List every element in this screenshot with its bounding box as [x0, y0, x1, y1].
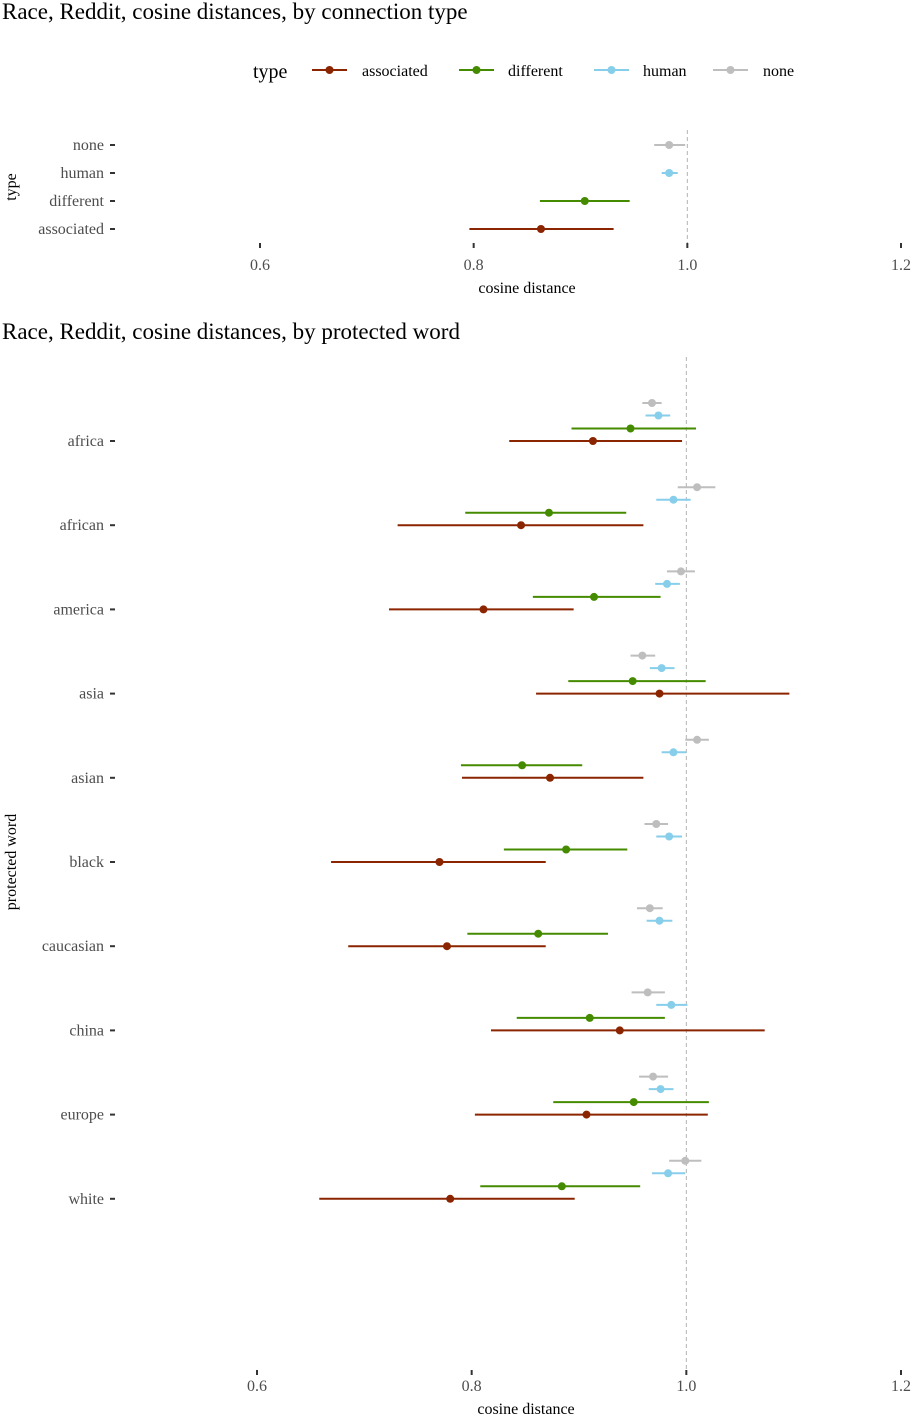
panel2-y-tick-label-america: america [53, 601, 104, 618]
panel2-y-tick-label-africa: africa [68, 433, 104, 450]
panel2-y-tick-label-african: african [60, 517, 104, 534]
panel2-point-china-human [667, 1000, 676, 1009]
panel-by-protected-word: Race, Reddit, cosine distances, by prote… [2, 319, 911, 1415]
panel2-point-america-associated [479, 605, 488, 614]
panel2-point-african-human [669, 495, 678, 504]
panel2-point-caucasian-none [645, 904, 654, 913]
legend-label-none: none [763, 63, 794, 80]
panel2-point-asian-different [518, 761, 527, 770]
panel1-title: Race, Reddit, cosine distances, by conne… [2, 0, 468, 24]
panel1-x-tick-label-0.8: 0.8 [464, 257, 484, 274]
panel2-point-caucasian-associated [442, 942, 451, 951]
panel1-point-associated-associated [536, 225, 545, 233]
panel1-y-tick-label-different: different [49, 193, 104, 210]
panel2-point-asia-different [628, 677, 637, 686]
panel2-point-europe-different [629, 1098, 638, 1107]
panel1-x-tick-label-0.6: 0.6 [250, 257, 270, 274]
panel1-point-human-human [665, 169, 674, 177]
panel2-point-america-none [676, 567, 685, 576]
legend-label-human: human [643, 63, 687, 80]
panel2-point-africa-associated [588, 437, 597, 445]
panel2-x-tick-label-1.2: 1.2 [891, 1378, 911, 1395]
panel2-point-china-none [643, 988, 652, 997]
panel2-point-europe-none [649, 1072, 658, 1081]
legend-title: type [253, 61, 288, 83]
panel1-y-axis: none human different associated [38, 137, 115, 238]
panel2-title: Race, Reddit, cosine distances, by prote… [2, 319, 460, 344]
panel2-point-asia-human [657, 664, 666, 673]
panel2-point-america-human [663, 579, 672, 588]
panel2-point-asia-associated [655, 689, 664, 698]
panel2-point-african-associated [517, 521, 526, 530]
panel1-x-tick-label-1.0: 1.0 [677, 257, 697, 274]
panel2-y-tick-label-asian: asian [71, 770, 104, 787]
panel2-y-axis-title: protected word [3, 814, 20, 910]
panel1-y-tick-label-associated: associated [38, 221, 104, 238]
panel2-y-tick-label-white: white [68, 1191, 104, 1208]
legend-label-different: different [508, 63, 563, 80]
panel2-x-tick-label-0.8: 0.8 [462, 1378, 482, 1395]
legend-key-point-none [726, 66, 735, 74]
panel2-x-axis: 0.6 0.8 1.0 1.2 [247, 1370, 911, 1395]
panel2-point-asian-none [693, 735, 702, 744]
panel2-x-axis-title: cosine distance [477, 1401, 574, 1415]
legend-label-associated: associated [362, 63, 428, 80]
panel2-point-asian-associated [546, 773, 555, 782]
panel1-x-tick-label-1.2: 1.2 [891, 257, 911, 274]
panel2-point-africa-different [626, 424, 635, 433]
panel1-y-tick-label-human: human [60, 165, 104, 182]
panel1-point-none-none [665, 141, 674, 149]
panel2-y-tick-label-asia: asia [79, 686, 104, 703]
panel1-y-tick-label-none: none [73, 137, 104, 154]
panel2-point-white-different [557, 1182, 566, 1191]
panel2-point-africa-human [654, 411, 663, 420]
panel2-point-white-human [664, 1169, 673, 1178]
panel2-y-axis: africa african america asia asian black caucas… [42, 433, 115, 1208]
panel2-point-caucasian-human [655, 916, 664, 925]
panel2-y-tick-label-caucasian: caucasian [42, 938, 104, 955]
panel2-y-tick-label-china: china [69, 1022, 104, 1039]
panel2-point-china-different [585, 1013, 594, 1022]
panel2-point-europe-associated [582, 1110, 591, 1119]
panel2-point-white-none [681, 1156, 690, 1165]
panel1-point-different-different [580, 197, 589, 205]
panel2-point-black-human [665, 832, 674, 841]
panel2-point-africa-none [647, 399, 656, 407]
panel2-point-black-different [562, 845, 571, 854]
panel2-x-tick-label-1.0: 1.0 [676, 1378, 696, 1395]
panel2-point-black-associated [435, 858, 444, 866]
panel2-marks [319, 399, 790, 1203]
legend-key-point-human [607, 66, 616, 74]
panel2-y-tick-label-black: black [69, 854, 104, 871]
legend-key-point-different [472, 66, 481, 74]
legend-key-point-associated [325, 66, 334, 74]
panel2-point-african-none [693, 483, 702, 492]
panel1-x-axis: 0.6 0.8 1.0 1.2 [250, 243, 911, 274]
panel-by-connection-type: Race, Reddit, cosine distances, by conne… [2, 0, 911, 297]
panel2-point-asia-none [638, 651, 647, 660]
panel2-point-asian-human [669, 748, 678, 757]
panel2-point-china-associated [615, 1026, 624, 1035]
panel1-x-axis-title: cosine distance [478, 280, 575, 297]
panel1-y-axis-title: type [3, 173, 20, 201]
panel2-point-europe-human [656, 1085, 665, 1094]
panel2-x-tick-label-0.6: 0.6 [247, 1378, 267, 1395]
panel2-point-white-associated [446, 1194, 455, 1203]
panel2-point-black-none [652, 820, 661, 828]
panel2-point-african-different [544, 508, 553, 517]
panel2-point-caucasian-different [534, 929, 543, 938]
panel2-point-america-different [590, 592, 599, 601]
panel2-y-tick-label-europe: europe [60, 1107, 104, 1124]
panel1-marks [469, 141, 686, 233]
legend: type associated different human none [253, 61, 794, 83]
